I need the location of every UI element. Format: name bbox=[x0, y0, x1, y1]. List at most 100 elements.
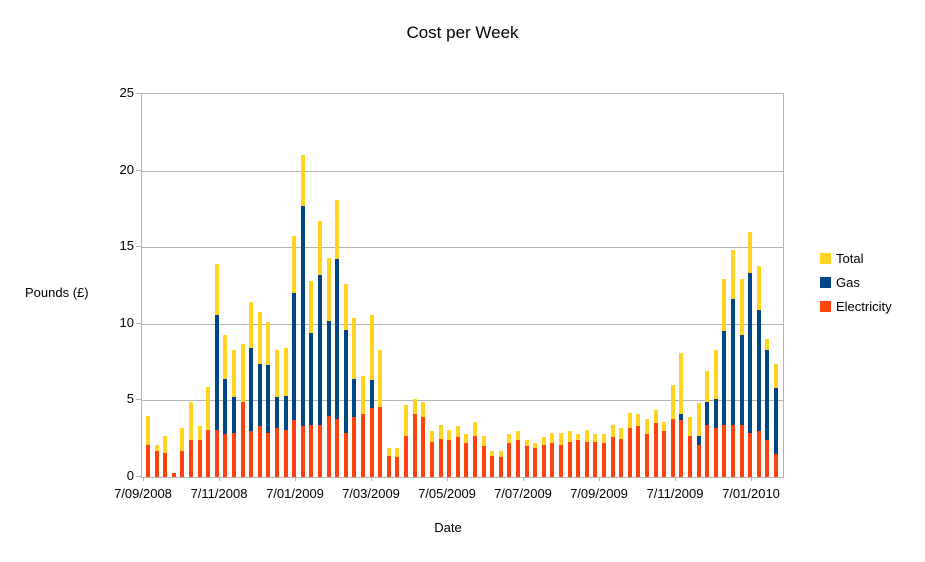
bar-gas bbox=[765, 349, 770, 477]
bar-electricity bbox=[197, 440, 202, 477]
bar-electricity bbox=[653, 423, 658, 477]
bar-week-37 bbox=[455, 94, 460, 477]
bar-electricity bbox=[223, 434, 228, 477]
bar-week-47 bbox=[541, 94, 546, 477]
bar-week-55 bbox=[610, 94, 615, 477]
gridline bbox=[142, 170, 783, 172]
bar-electricity bbox=[662, 431, 667, 477]
bar-week-27 bbox=[369, 94, 374, 477]
bar-electricity bbox=[249, 431, 254, 477]
bar-electricity bbox=[696, 444, 701, 477]
bar-electricity bbox=[464, 443, 469, 477]
x-axis-title: Date bbox=[434, 520, 462, 535]
bar-week-50 bbox=[567, 94, 572, 477]
y-axis-tick-label: 10 bbox=[119, 314, 134, 330]
bar-week-68 bbox=[722, 94, 727, 477]
legend-label-electricity: Electricity bbox=[836, 298, 892, 314]
bar-electricity bbox=[584, 441, 589, 477]
bar-electricity bbox=[619, 438, 624, 477]
bar-electricity bbox=[627, 427, 632, 477]
bar-week-7 bbox=[197, 94, 202, 477]
bar-gas bbox=[731, 299, 735, 477]
bar-electricity bbox=[154, 450, 159, 477]
x-axis-tick bbox=[371, 477, 372, 481]
bar-week-40 bbox=[481, 94, 486, 477]
bar-electricity bbox=[378, 406, 383, 477]
x-axis-tick-label: 7/09/2009 bbox=[570, 486, 628, 501]
bar-week-73 bbox=[765, 94, 770, 477]
bar-electricity bbox=[361, 414, 366, 477]
bar-gas bbox=[335, 259, 340, 477]
bar-electricity bbox=[498, 457, 503, 477]
bar-electricity bbox=[593, 441, 598, 477]
bar-electricity bbox=[292, 420, 297, 477]
bar-week-18 bbox=[292, 94, 297, 477]
bar-week-25 bbox=[352, 94, 357, 477]
bar-week-30 bbox=[395, 94, 400, 477]
bar-week-22 bbox=[326, 94, 331, 477]
bar-electricity bbox=[756, 431, 761, 477]
bar-week-45 bbox=[524, 94, 529, 477]
bar-electricity bbox=[395, 457, 400, 477]
bar-electricity bbox=[507, 443, 512, 477]
bar-electricity bbox=[171, 473, 176, 477]
legend-swatch-total-icon bbox=[820, 252, 831, 264]
gridline bbox=[142, 400, 783, 402]
bar-gas bbox=[774, 388, 779, 477]
legend: Total Gas Electricity bbox=[820, 246, 892, 318]
bar-week-26 bbox=[361, 94, 366, 477]
bar-gas bbox=[292, 293, 297, 477]
legend-item-total: Total bbox=[820, 246, 892, 270]
bar-electricity bbox=[765, 440, 770, 477]
bar-week-11 bbox=[232, 94, 237, 477]
bar-electricity bbox=[412, 414, 417, 477]
bar-week-32 bbox=[412, 94, 417, 477]
legend-swatch-electricity-icon bbox=[820, 300, 831, 312]
bar-week-63 bbox=[679, 94, 684, 477]
bar-week-6 bbox=[189, 94, 193, 477]
bar-week-9 bbox=[214, 94, 219, 477]
bar-week-74 bbox=[774, 94, 779, 477]
y-axis-tick bbox=[136, 169, 141, 171]
bar-electricity bbox=[550, 443, 555, 477]
bar-electricity bbox=[481, 446, 486, 477]
bar-week-54 bbox=[601, 94, 606, 477]
bar-week-58 bbox=[636, 94, 641, 477]
y-axis-tick bbox=[136, 246, 141, 248]
x-axis-tick bbox=[751, 477, 752, 481]
x-axis-tick-label: 7/09/2008 bbox=[114, 486, 172, 501]
bar-week-43 bbox=[507, 94, 512, 477]
bar-electricity bbox=[429, 441, 434, 477]
bar-electricity bbox=[404, 435, 409, 477]
bar-week-65 bbox=[696, 94, 701, 477]
y-axis-tick-label: 0 bbox=[126, 468, 134, 483]
x-axis-tick-label: 7/11/2008 bbox=[190, 486, 248, 501]
gridline bbox=[142, 323, 783, 325]
bar-week-61 bbox=[662, 94, 667, 477]
bar-electricity bbox=[722, 424, 727, 477]
bar-electricity bbox=[447, 440, 452, 477]
bar-week-35 bbox=[438, 94, 443, 477]
bar-electricity bbox=[214, 429, 219, 477]
bar-week-41 bbox=[490, 94, 495, 477]
x-axis-tick bbox=[599, 477, 600, 481]
y-axis-tick bbox=[136, 399, 141, 401]
x-axis-tick bbox=[295, 477, 296, 481]
y-axis-tick-label: 15 bbox=[119, 238, 134, 254]
bar-electricity bbox=[541, 444, 546, 477]
bar-electricity bbox=[232, 432, 237, 477]
bar-week-52 bbox=[584, 94, 589, 477]
bar-week-8 bbox=[206, 94, 211, 477]
x-axis-tick-label: 7/01/2010 bbox=[722, 486, 780, 501]
y-axis-title: Pounds (£) bbox=[25, 285, 89, 300]
legend-swatch-gas-icon bbox=[820, 276, 831, 288]
bar-week-3 bbox=[163, 94, 168, 477]
bar-electricity bbox=[275, 427, 280, 477]
x-axis-tick bbox=[447, 477, 448, 481]
bar-gas bbox=[739, 334, 744, 477]
bar-electricity bbox=[636, 426, 641, 477]
x-axis-tick bbox=[143, 477, 144, 481]
bar-week-16 bbox=[275, 94, 280, 477]
bar-week-62 bbox=[670, 94, 675, 477]
bar-electricity bbox=[644, 434, 649, 477]
